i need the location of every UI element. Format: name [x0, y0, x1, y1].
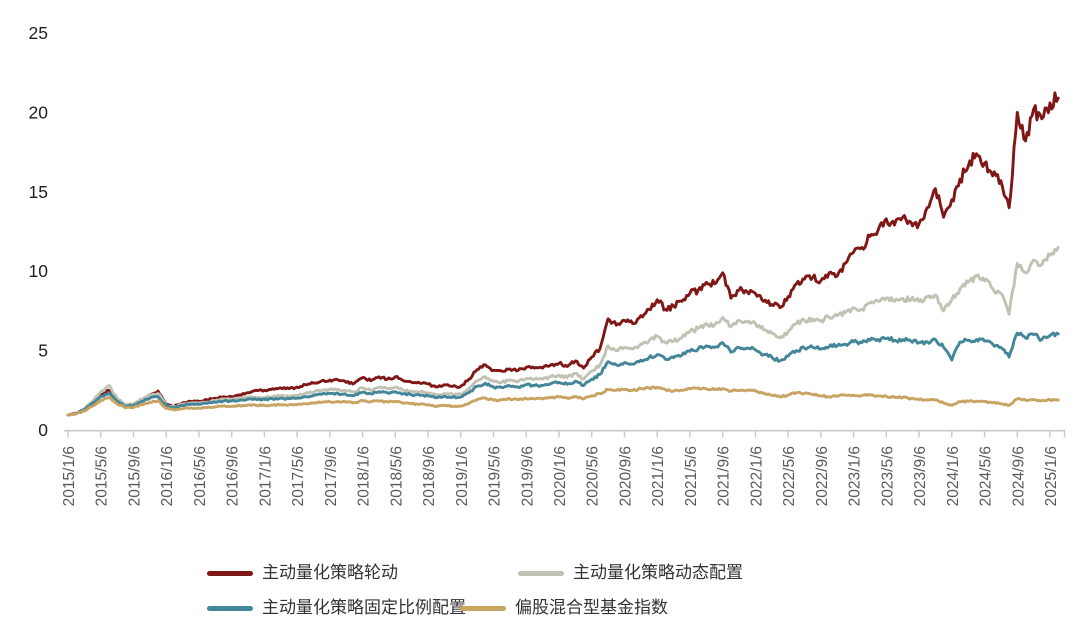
x-tick-label: 2018/9/6 [421, 446, 438, 506]
legend-item-fund-index: 偏股混合型基金指数 [460, 596, 668, 620]
legend-swatch-fixed-ratio [207, 605, 253, 611]
x-tick-label: 2025/1/6 [1043, 446, 1060, 506]
x-tick-label: 2019/5/6 [487, 446, 504, 506]
x-tick-label: 2019/9/6 [519, 446, 536, 506]
x-tick-label: 2020/1/6 [552, 446, 569, 506]
x-tick-label: 2018/1/6 [356, 446, 373, 506]
x-tick-label: 2024/5/6 [978, 446, 995, 506]
x-tick-label: 2016/9/6 [225, 446, 242, 506]
x-tick-label: 2016/5/6 [192, 446, 209, 506]
legend-label-dynamic: 主动量化策略动态配置 [573, 563, 743, 582]
x-tick-label: 2022/1/6 [748, 446, 765, 506]
legend-label-fixed-ratio: 主动量化策略固定比例配置 [262, 598, 466, 617]
x-tick-label: 2020/5/6 [585, 446, 602, 506]
x-tick-label: 2015/5/6 [94, 446, 111, 506]
legend-item-fixed-ratio: 主动量化策略固定比例配置 [207, 596, 466, 620]
x-tick-label: 2021/9/6 [716, 446, 733, 506]
legend-item-rotation: 主动量化策略轮动 [207, 561, 398, 585]
x-tick-label: 2023/1/6 [847, 446, 864, 506]
legend-swatch-dynamic [518, 570, 564, 576]
legend-swatch-fund-index [460, 605, 506, 611]
x-tick-label: 2022/9/6 [814, 446, 831, 506]
series-line-rotation [66, 91, 1060, 417]
legend-label-rotation: 主动量化策略轮动 [262, 563, 398, 582]
y-tick-label: 20 [29, 102, 49, 122]
y-tick-label: 25 [29, 23, 48, 43]
x-tick-label: 2019/1/6 [454, 446, 471, 506]
x-tick-label: 2021/5/6 [683, 446, 700, 506]
legend-item-dynamic: 主动量化策略动态配置 [518, 561, 743, 585]
x-tick-label: 2017/5/6 [290, 446, 307, 506]
y-tick-label: 0 [38, 420, 48, 440]
x-tick-label: 2022/5/6 [781, 446, 798, 506]
x-tick-label: 2018/5/6 [388, 446, 405, 506]
x-tick-label: 2017/9/6 [323, 446, 340, 506]
x-tick-label: 2020/9/6 [617, 446, 634, 506]
legend-swatch-rotation [207, 570, 253, 576]
y-tick-label: 5 [38, 341, 48, 361]
x-tick-label: 2015/1/6 [61, 446, 78, 506]
x-tick-label: 2015/9/6 [126, 446, 143, 506]
series-line-fund-index [66, 385, 1060, 417]
y-tick-label: 10 [29, 261, 49, 281]
series-line-fixed-ratio [66, 331, 1060, 417]
x-tick-label: 2016/1/6 [159, 446, 176, 506]
x-tick-label: 2024/9/6 [1010, 446, 1027, 506]
x-tick-label: 2023/9/6 [912, 446, 929, 506]
x-tick-label: 2024/1/6 [945, 446, 962, 506]
y-tick-label: 15 [29, 182, 48, 202]
legend-label-fund-index: 偏股混合型基金指数 [515, 598, 668, 617]
x-tick-label: 2017/1/6 [257, 446, 274, 506]
x-tick-label: 2021/1/6 [650, 446, 667, 506]
x-tick-label: 2023/5/6 [879, 446, 896, 506]
series-line-dynamic [66, 245, 1060, 417]
